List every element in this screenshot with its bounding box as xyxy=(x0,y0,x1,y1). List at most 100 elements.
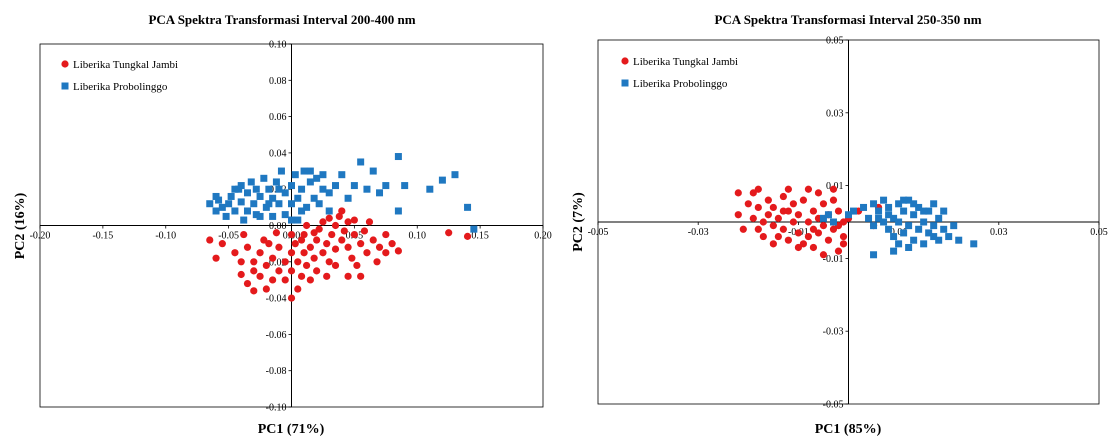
data-point xyxy=(310,229,318,237)
data-point xyxy=(331,221,340,230)
x-tick-label: -0.10 xyxy=(155,231,176,242)
data-point xyxy=(870,251,878,259)
data-point xyxy=(394,153,402,161)
data-point xyxy=(287,267,296,275)
data-point xyxy=(287,230,296,239)
data-point xyxy=(769,222,777,230)
data-point xyxy=(764,196,772,204)
data-point xyxy=(834,207,843,215)
data-point xyxy=(231,249,239,257)
y-tick-label: 0.08 xyxy=(269,76,287,87)
data-point xyxy=(310,194,318,202)
data-point xyxy=(252,211,260,219)
y-axis-label: PC2 (7%) xyxy=(571,192,586,252)
y-tick-label: -0.04 xyxy=(266,294,287,305)
data-point xyxy=(247,178,255,186)
legend-marker-series-1 xyxy=(61,60,69,68)
data-point xyxy=(338,171,346,179)
data-point xyxy=(252,185,260,193)
data-point xyxy=(920,207,928,215)
data-point xyxy=(215,196,223,204)
x-axis-label: PC1 (85%) xyxy=(815,422,882,437)
data-point xyxy=(240,230,248,239)
data-point xyxy=(272,229,281,237)
data-point xyxy=(260,236,268,244)
data-point xyxy=(310,254,318,262)
data-point xyxy=(344,272,352,280)
data-point xyxy=(306,276,314,284)
y-tick-label: -0.02 xyxy=(266,257,287,268)
x-tick-label: -0.15 xyxy=(92,231,113,242)
data-point xyxy=(323,272,331,280)
data-point xyxy=(779,225,787,233)
data-point xyxy=(915,225,923,233)
data-point xyxy=(212,254,220,262)
data-point xyxy=(895,240,903,248)
data-point xyxy=(375,243,384,251)
data-point xyxy=(799,196,808,204)
data-point xyxy=(784,236,792,244)
data-point xyxy=(401,182,409,190)
data-point xyxy=(829,196,838,204)
data-point xyxy=(875,207,883,215)
data-point xyxy=(218,240,226,248)
data-point xyxy=(357,240,365,248)
data-point xyxy=(294,285,302,293)
y-tick-label: -0.06 xyxy=(266,330,287,341)
data-point xyxy=(222,212,230,220)
data-point xyxy=(281,189,289,197)
data-point xyxy=(774,232,782,241)
data-point xyxy=(880,218,888,226)
data-point xyxy=(394,247,402,255)
data-point xyxy=(754,185,762,193)
x-tick-label: -0.20 xyxy=(30,231,51,242)
data-point xyxy=(930,200,938,208)
data-point xyxy=(734,211,742,219)
data-point xyxy=(323,240,331,248)
data-point xyxy=(451,171,459,179)
data-point xyxy=(860,203,868,211)
data-point xyxy=(344,243,352,251)
data-point xyxy=(754,203,762,212)
data-point xyxy=(940,207,948,215)
data-point xyxy=(464,203,472,211)
data-point xyxy=(300,249,308,257)
data-point xyxy=(890,247,898,255)
data-point xyxy=(348,254,356,262)
data-point xyxy=(915,203,923,211)
data-point xyxy=(281,258,289,266)
data-point xyxy=(302,221,311,230)
data-point xyxy=(950,222,958,230)
data-point xyxy=(297,272,306,280)
data-point xyxy=(275,200,283,208)
data-point xyxy=(281,276,289,284)
data-point xyxy=(749,189,757,197)
data-point xyxy=(880,196,888,204)
data-point xyxy=(231,207,239,215)
data-point xyxy=(910,200,918,208)
data-point xyxy=(294,258,302,266)
data-point xyxy=(227,192,235,200)
x-tick-label: -0.05 xyxy=(218,231,239,242)
data-point xyxy=(945,233,953,241)
data-point xyxy=(275,185,283,193)
data-point xyxy=(382,182,390,190)
data-point xyxy=(870,200,878,208)
data-point xyxy=(275,267,283,275)
data-point xyxy=(294,194,302,202)
data-point xyxy=(363,249,371,257)
legend-label-series-2: Liberika Probolinggo xyxy=(73,81,168,93)
data-point xyxy=(269,276,277,284)
x-tick-label: 0.03 xyxy=(990,227,1008,238)
data-point xyxy=(970,240,978,248)
data-point xyxy=(212,192,220,200)
data-point xyxy=(376,189,384,197)
x-tick-label: -0.05 xyxy=(588,227,609,238)
data-point xyxy=(250,200,258,208)
y-tick-label: 0.05 xyxy=(826,36,844,47)
data-point xyxy=(794,243,802,252)
y-tick-label: -0.08 xyxy=(266,366,287,377)
data-point xyxy=(824,211,832,219)
legend-label-series-2: Liberika Probolinggo xyxy=(633,78,728,90)
